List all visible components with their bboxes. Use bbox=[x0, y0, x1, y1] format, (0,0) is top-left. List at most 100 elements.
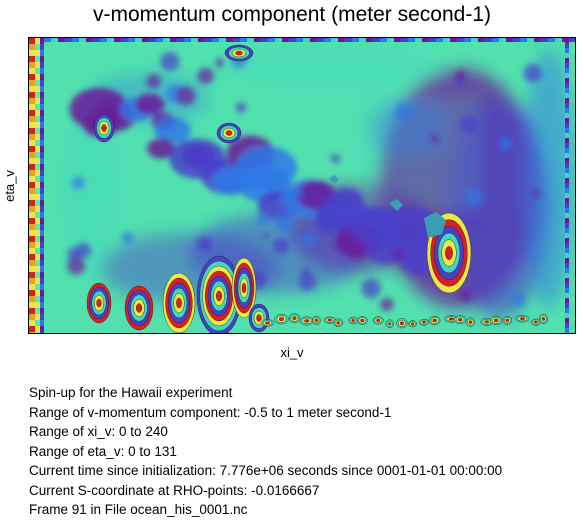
boundary-cell bbox=[359, 38, 366, 42]
boundary-cell bbox=[35, 290, 40, 296]
boundary-cell bbox=[65, 38, 72, 42]
boundary-cell bbox=[457, 38, 464, 42]
field-region bbox=[524, 48, 574, 308]
boundary-cell bbox=[35, 80, 40, 86]
boundary-cell bbox=[35, 200, 40, 206]
boundary-cell bbox=[29, 200, 35, 206]
boundary-cell bbox=[40, 236, 44, 242]
boundary-cell bbox=[40, 290, 44, 296]
boundary-cell bbox=[506, 38, 513, 42]
boundary-cell bbox=[562, 38, 569, 42]
boundary-cell bbox=[79, 38, 86, 42]
boundary-cell bbox=[29, 128, 35, 134]
boundary-cell bbox=[565, 328, 569, 333]
boundary-cell bbox=[205, 38, 212, 42]
boundary-cell bbox=[107, 38, 114, 42]
eddy bbox=[67, 256, 86, 275]
boundary-cell bbox=[35, 218, 40, 224]
boundary-cell bbox=[40, 146, 44, 152]
contour-ring bbox=[422, 320, 426, 324]
boundary-cell bbox=[35, 212, 40, 218]
boundary-cell bbox=[471, 38, 478, 42]
boundary-cell bbox=[565, 103, 569, 108]
boundary-cell bbox=[40, 110, 44, 116]
boundary-cell bbox=[565, 238, 569, 243]
boundary-cell bbox=[443, 38, 450, 42]
boundary-cell bbox=[565, 198, 569, 203]
boundary-cell bbox=[40, 320, 44, 326]
boundary-cell bbox=[352, 38, 359, 42]
boundary-cell bbox=[394, 38, 401, 42]
eddy bbox=[175, 85, 196, 106]
boundary-cell bbox=[35, 152, 40, 158]
boundary-cell bbox=[40, 134, 44, 140]
contour-ring bbox=[410, 322, 415, 326]
contour-ring bbox=[327, 318, 333, 322]
boundary-cell bbox=[40, 50, 44, 56]
boundary-cell bbox=[40, 224, 44, 230]
boundary-cell bbox=[40, 128, 44, 134]
boundary-cell bbox=[114, 38, 121, 42]
eddy bbox=[393, 249, 404, 260]
boundary-cell bbox=[35, 146, 40, 152]
contour-ring bbox=[304, 319, 310, 323]
eddy bbox=[272, 237, 290, 255]
eddy bbox=[146, 138, 176, 159]
boundary-cell bbox=[296, 38, 303, 42]
eddy bbox=[185, 146, 211, 165]
boundary-cell bbox=[40, 104, 44, 110]
boundary-cell bbox=[380, 38, 387, 42]
contour-ring bbox=[96, 298, 102, 308]
boundary-cell bbox=[240, 38, 247, 42]
boundary-cell bbox=[35, 128, 40, 134]
boundary-cell bbox=[40, 296, 44, 302]
chart-title: v-momentum component (meter second-1) bbox=[93, 3, 491, 26]
contour-ring bbox=[376, 318, 381, 322]
contour-ring bbox=[388, 322, 392, 326]
eddy bbox=[377, 205, 439, 250]
boundary-cell bbox=[499, 38, 506, 42]
boundary-cell bbox=[40, 266, 44, 272]
contour-ring bbox=[399, 321, 404, 326]
boundary-cell bbox=[86, 38, 93, 42]
contour-ring bbox=[336, 321, 340, 325]
boundary-cell bbox=[565, 228, 569, 233]
boundary-cell bbox=[35, 92, 40, 98]
boundary-cell bbox=[35, 254, 40, 260]
boundary-cell bbox=[35, 296, 40, 302]
boundary-cell bbox=[565, 308, 569, 313]
info-s-coordinate: Current S-coordinate at RHO-points: -0.0… bbox=[29, 482, 320, 498]
boundary-cell bbox=[35, 314, 40, 320]
boundary-cell bbox=[35, 272, 40, 278]
eddy bbox=[380, 297, 394, 312]
eddy bbox=[235, 102, 247, 113]
boundary-cell bbox=[35, 110, 40, 116]
boundary-cell bbox=[29, 248, 35, 254]
boundary-cell bbox=[170, 38, 177, 42]
boundary-cell bbox=[565, 133, 569, 138]
boundary-cell bbox=[35, 122, 40, 128]
boundary-cell bbox=[29, 290, 35, 296]
boundary-cell bbox=[565, 73, 569, 78]
boundary-cell bbox=[29, 68, 35, 74]
boundary-cell bbox=[29, 308, 35, 314]
boundary-cell bbox=[29, 164, 35, 170]
boundary-cell bbox=[40, 62, 44, 68]
eddy bbox=[459, 115, 478, 133]
contour-ring bbox=[101, 124, 107, 132]
boundary-cell bbox=[35, 194, 40, 200]
boundary-cell bbox=[29, 224, 35, 230]
eddy bbox=[498, 137, 512, 151]
boundary-cell bbox=[29, 326, 35, 332]
boundary-cell bbox=[40, 218, 44, 224]
eddy bbox=[298, 273, 317, 291]
eddy bbox=[454, 70, 466, 82]
contour-ring bbox=[241, 282, 247, 294]
boundary-cell bbox=[317, 38, 324, 42]
boundary-cell bbox=[40, 74, 44, 80]
contour-ring bbox=[360, 318, 365, 323]
boundary-cell bbox=[569, 38, 575, 42]
boundary-cell bbox=[422, 38, 429, 42]
boundary-cell bbox=[565, 203, 569, 208]
